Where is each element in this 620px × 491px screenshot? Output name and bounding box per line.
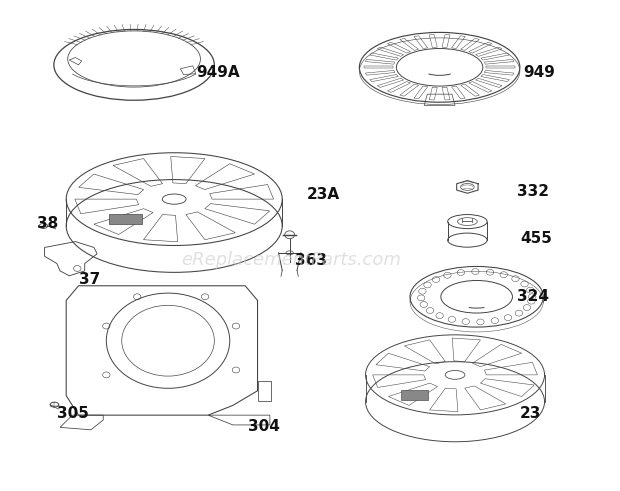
Text: 23A: 23A [307, 187, 340, 202]
Text: 363: 363 [294, 253, 327, 268]
Text: 455: 455 [520, 231, 552, 246]
Text: 949: 949 [523, 65, 555, 80]
Text: 23: 23 [520, 407, 541, 421]
Text: 949A: 949A [196, 65, 239, 80]
Polygon shape [401, 389, 428, 400]
Text: eReplacementParts.com: eReplacementParts.com [182, 251, 401, 269]
Polygon shape [109, 214, 142, 224]
Text: 38: 38 [37, 216, 58, 231]
Text: 304: 304 [248, 419, 280, 434]
Text: 37: 37 [79, 272, 100, 287]
Text: 324: 324 [516, 289, 549, 304]
Text: 332: 332 [516, 184, 549, 199]
Text: 305: 305 [57, 407, 89, 421]
